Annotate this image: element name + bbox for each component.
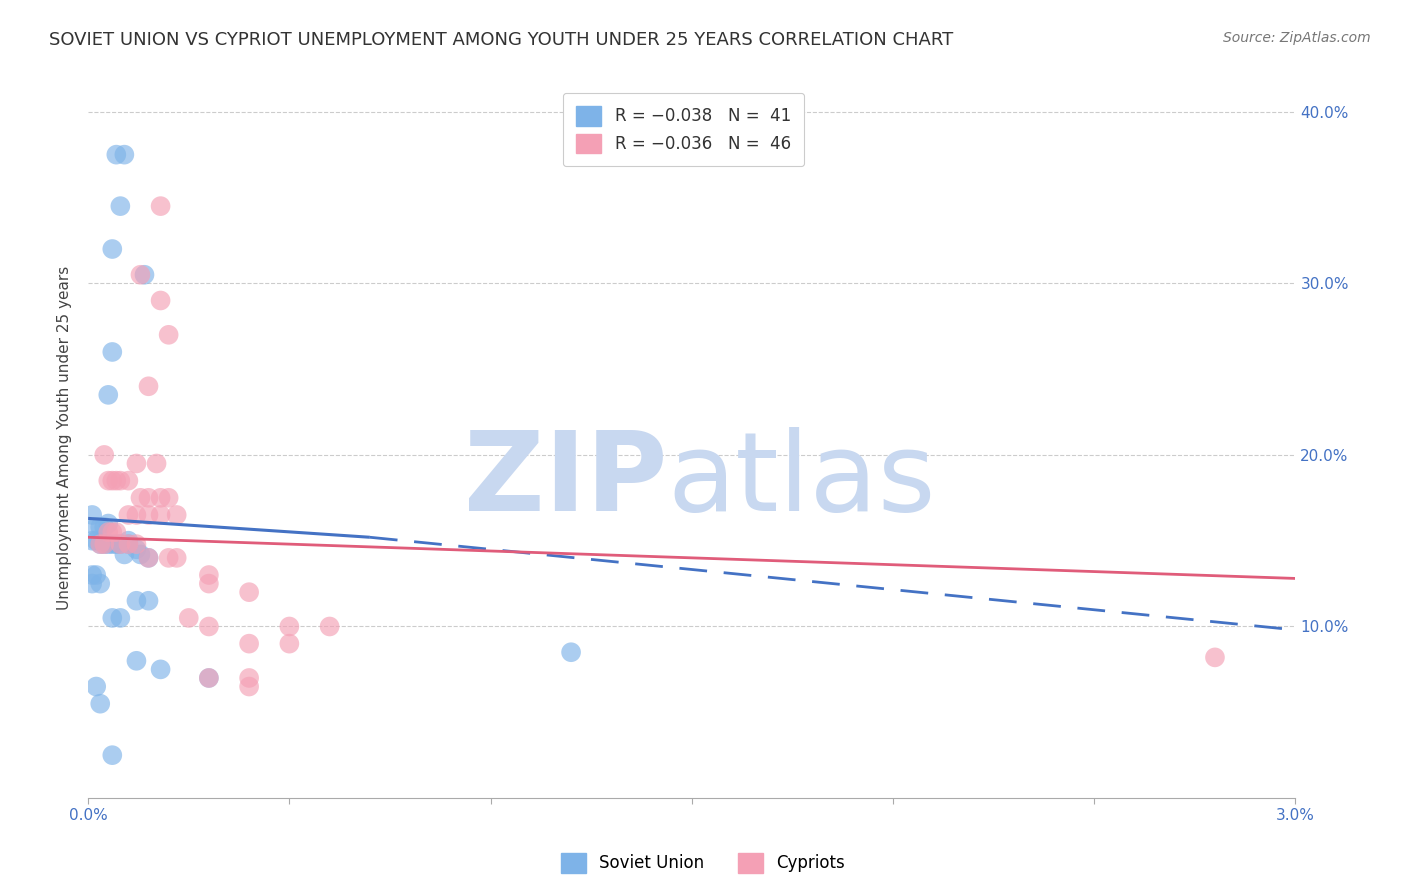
- Point: [138, 491, 160, 505]
- Point: [117, 533, 139, 548]
- Point: [101, 474, 124, 488]
- Point: [110, 474, 132, 488]
- Point: [89, 537, 111, 551]
- Point: [238, 671, 260, 685]
- Point: [101, 748, 124, 763]
- Point: [93, 537, 115, 551]
- Point: [125, 542, 148, 557]
- Point: [138, 550, 160, 565]
- Point: [89, 537, 111, 551]
- Point: [110, 199, 132, 213]
- Point: [134, 268, 156, 282]
- Point: [89, 576, 111, 591]
- Point: [149, 508, 172, 522]
- Point: [278, 637, 301, 651]
- Point: [84, 568, 107, 582]
- Legend: R = −0.038   N =  41, R = −0.036   N =  46: R = −0.038 N = 41, R = −0.036 N = 46: [562, 93, 804, 167]
- Point: [117, 508, 139, 522]
- Point: [97, 474, 120, 488]
- Point: [105, 147, 128, 161]
- Point: [101, 537, 124, 551]
- Point: [560, 645, 582, 659]
- Text: Source: ZipAtlas.com: Source: ZipAtlas.com: [1223, 31, 1371, 45]
- Point: [149, 199, 172, 213]
- Point: [101, 242, 124, 256]
- Point: [84, 680, 107, 694]
- Point: [238, 585, 260, 599]
- Point: [138, 593, 160, 607]
- Point: [93, 448, 115, 462]
- Point: [157, 550, 180, 565]
- Y-axis label: Unemployment Among Youth under 25 years: Unemployment Among Youth under 25 years: [58, 266, 72, 610]
- Point: [105, 537, 128, 551]
- Point: [97, 388, 120, 402]
- Point: [112, 548, 135, 562]
- Point: [157, 327, 180, 342]
- Point: [125, 654, 148, 668]
- Point: [93, 520, 115, 534]
- Point: [318, 619, 340, 633]
- Point: [129, 548, 152, 562]
- Point: [138, 508, 160, 522]
- Point: [117, 537, 139, 551]
- Point: [198, 619, 221, 633]
- Point: [101, 611, 124, 625]
- Point: [101, 525, 124, 540]
- Point: [238, 637, 260, 651]
- Point: [138, 550, 160, 565]
- Point: [238, 680, 260, 694]
- Point: [82, 568, 104, 582]
- Point: [89, 520, 111, 534]
- Point: [125, 508, 148, 522]
- Point: [129, 491, 152, 505]
- Point: [105, 474, 128, 488]
- Point: [125, 593, 148, 607]
- Point: [82, 576, 104, 591]
- Point: [93, 537, 115, 551]
- Point: [97, 516, 120, 531]
- Point: [117, 537, 139, 551]
- Point: [198, 568, 221, 582]
- Point: [166, 550, 188, 565]
- Point: [82, 533, 104, 548]
- Text: SOVIET UNION VS CYPRIOT UNEMPLOYMENT AMONG YOUTH UNDER 25 YEARS CORRELATION CHAR: SOVIET UNION VS CYPRIOT UNEMPLOYMENT AMO…: [49, 31, 953, 49]
- Point: [97, 537, 120, 551]
- Point: [125, 457, 148, 471]
- Point: [198, 671, 221, 685]
- Point: [177, 611, 200, 625]
- Point: [157, 491, 180, 505]
- Point: [105, 525, 128, 540]
- Text: atlas: atlas: [668, 427, 936, 534]
- Point: [84, 520, 107, 534]
- Point: [112, 147, 135, 161]
- Text: ZIP: ZIP: [464, 427, 668, 534]
- Point: [149, 491, 172, 505]
- Point: [117, 474, 139, 488]
- Point: [84, 533, 107, 548]
- Point: [1204, 650, 1226, 665]
- Point: [101, 345, 124, 359]
- Point: [89, 697, 111, 711]
- Point: [125, 537, 148, 551]
- Point: [97, 525, 120, 540]
- Point: [166, 508, 188, 522]
- Point: [198, 576, 221, 591]
- Point: [198, 671, 221, 685]
- Point: [149, 293, 172, 308]
- Point: [110, 537, 132, 551]
- Point: [82, 508, 104, 522]
- Point: [129, 268, 152, 282]
- Point: [138, 379, 160, 393]
- Point: [145, 457, 167, 471]
- Legend: Soviet Union, Cypriots: Soviet Union, Cypriots: [554, 847, 852, 880]
- Point: [149, 662, 172, 676]
- Point: [278, 619, 301, 633]
- Point: [110, 611, 132, 625]
- Point: [110, 537, 132, 551]
